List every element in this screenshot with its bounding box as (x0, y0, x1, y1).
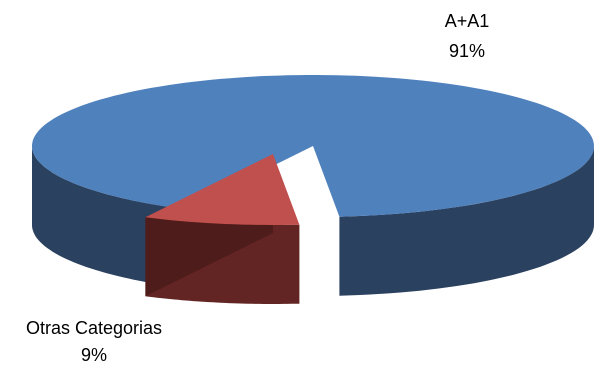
pie-slice-a-a1 (32, 75, 594, 217)
slice-label-value-a-a1: 91% (449, 41, 485, 61)
slice-label-value-otras-categorias: 9% (81, 345, 107, 365)
slice-label-name-otras-categorias: Otras Categorias (26, 318, 162, 338)
pie-slice-otras-categorias (145, 154, 300, 225)
pie-side-a-a1-1 (339, 146, 594, 296)
pie-plot-area (32, 75, 594, 304)
slice-label-name-a-a1: A+A1 (445, 11, 490, 31)
